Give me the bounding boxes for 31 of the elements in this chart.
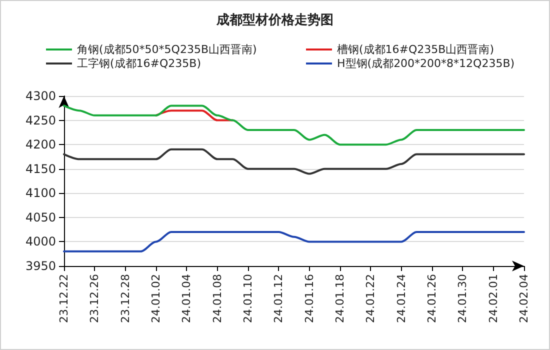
x-tick-label: 23.12.26 [88,274,102,323]
x-tick-label: 24.01.10 [242,274,254,323]
y-tick-label: 4250 [25,113,56,128]
y-tick-label: 4200 [25,138,56,152]
y-tick-label: 4000 [25,234,56,249]
x-tick-label: 24.02.04 [518,274,530,323]
chart-title: 成都型材价格走势图 [216,12,334,28]
y-tick-label: 4050 [25,210,56,224]
y-tick-label: 4150 [25,162,56,176]
y-tick-label: 3950 [25,259,56,273]
legend-label: H型钢(成都200*200*8*12Q235B) [337,57,515,70]
x-tick-label: 24.01.12 [272,274,286,323]
line-series [63,148,525,175]
x-tick-label: 24.01.26 [426,274,438,323]
x-tick-label: 24.01.16 [302,274,316,323]
x-tick-label: 23.12.28 [118,274,132,323]
x-tick-label: 24.01.04 [180,274,194,323]
legend-label: 槽钢(成都16#Q235B山西晋南) [337,43,494,56]
line-series [63,231,525,252]
x-tick-label: 24.01.02 [150,274,162,323]
legend-label: 工字钢(成都16#Q235B) [77,57,201,70]
x-tick-label: 24.01.08 [210,274,224,323]
x-tick-label: 24.01.30 [456,274,470,323]
x-tick-label: 24.01.24 [394,274,408,323]
x-tick-label: 24.01.18 [334,274,346,323]
x-tick-label: 24.01.22 [364,274,378,323]
x-tick-label: 23.12.22 [58,274,70,323]
legend-label: 角钢(成都50*50*5Q235B山西晋南) [77,43,257,56]
y-tick-label: 4300 [25,89,56,103]
x-tick-label: 24.02.01 [486,274,500,323]
y-tick-label: 4100 [25,186,56,200]
